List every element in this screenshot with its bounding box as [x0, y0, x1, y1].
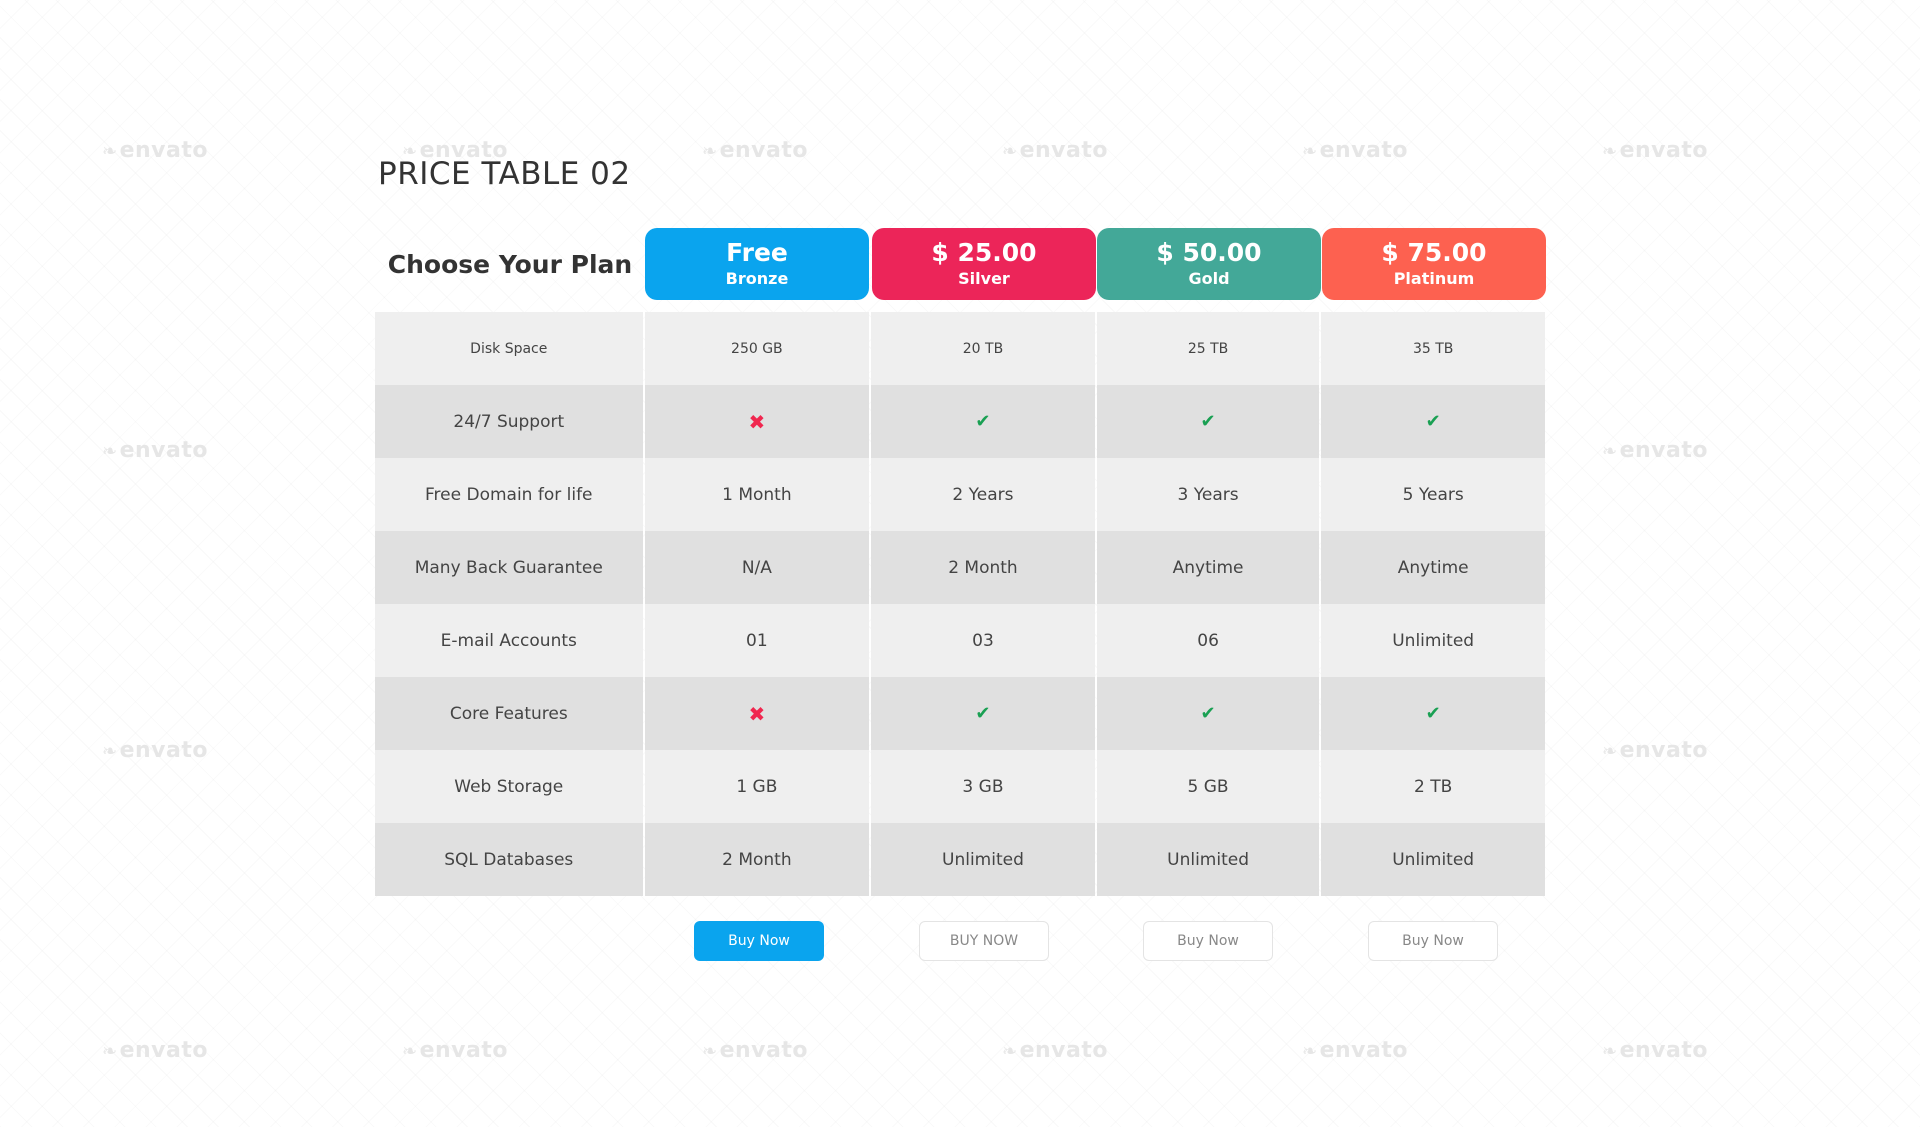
check-icon: ✔: [1321, 677, 1545, 750]
feature-label: SQL Databases: [375, 823, 643, 896]
table-row: SQL Databases 2 Month Unlimited Unlimite…: [375, 823, 1545, 896]
table-row: Many Back Guarantee N/A 2 Month Anytime …: [375, 531, 1545, 604]
watermark: ❧envato: [102, 1038, 208, 1063]
check-icon: ✔: [1200, 411, 1216, 432]
plan-price: $ 50.00: [1156, 238, 1262, 267]
watermark: ❧envato: [1602, 438, 1708, 463]
feature-value: 35 TB: [1321, 312, 1545, 385]
check-icon: ✔: [871, 385, 1095, 458]
pricing-table: Disk Space 250 GB 20 TB 25 TB 35 TB 24/7…: [375, 312, 1545, 896]
watermark: ❧envato: [1602, 138, 1708, 163]
choose-plan-heading: Choose Your Plan: [387, 249, 633, 279]
watermark: ❧envato: [102, 438, 208, 463]
feature-label: Web Storage: [375, 750, 643, 823]
feature-value: Anytime: [1096, 531, 1320, 604]
watermark: ❧envato: [702, 1038, 808, 1063]
plan-header-bronze: Free Bronze: [645, 228, 869, 300]
feature-value: 20 TB: [871, 312, 1095, 385]
check-icon: ✔: [1096, 385, 1320, 458]
buy-now-button-gold[interactable]: Buy Now: [1143, 921, 1273, 961]
watermark: ❧envato: [402, 1038, 508, 1063]
table-row: Disk Space 250 GB 20 TB 25 TB 35 TB: [375, 312, 1545, 385]
feature-value: 3 GB: [871, 750, 1095, 823]
plan-header-platinum: $ 75.00 Platinum: [1322, 228, 1546, 300]
watermark: ❧envato: [102, 138, 208, 163]
table-row: Free Domain for life 1 Month 2 Years 3 Y…: [375, 458, 1545, 531]
feature-value: 25 TB: [1096, 312, 1320, 385]
feature-label: E-mail Accounts: [375, 604, 643, 677]
feature-value: 5 Years: [1321, 458, 1545, 531]
feature-value: Unlimited: [1321, 823, 1545, 896]
check-icon: ✔: [1200, 703, 1216, 724]
check-icon: ✔: [975, 703, 991, 724]
feature-value: Anytime: [1321, 531, 1545, 604]
feature-label: Many Back Guarantee: [375, 531, 643, 604]
watermark: ❧envato: [1302, 1038, 1408, 1063]
feature-value: 03: [871, 604, 1095, 677]
feature-value: 3 Years: [1096, 458, 1320, 531]
watermark: ❧envato: [1602, 1038, 1708, 1063]
check-icon: ✔: [1425, 703, 1441, 724]
feature-value: 5 GB: [1096, 750, 1320, 823]
cross-icon: ✖: [748, 701, 766, 726]
buy-now-button-platinum[interactable]: Buy Now: [1368, 921, 1498, 961]
plan-price: Free: [726, 238, 788, 267]
feature-value: 1 GB: [644, 750, 870, 823]
check-icon: ✔: [1425, 411, 1441, 432]
feature-value: N/A: [644, 531, 870, 604]
table-row: 24/7 Support ✖ ✔ ✔ ✔: [375, 385, 1545, 458]
check-icon: ✔: [1096, 677, 1320, 750]
plan-tier: Bronze: [725, 269, 789, 288]
plan-header-silver: $ 25.00 Silver: [872, 228, 1096, 300]
cross-icon: ✖: [644, 385, 870, 458]
watermark: ❧envato: [1302, 138, 1408, 163]
check-icon: ✔: [871, 677, 1095, 750]
cross-icon: ✖: [748, 409, 766, 434]
watermark: ❧envato: [102, 738, 208, 763]
feature-label: 24/7 Support: [375, 385, 643, 458]
plan-tier: Silver: [958, 269, 1010, 288]
plan-price: $ 25.00: [931, 238, 1037, 267]
feature-value: 2 TB: [1321, 750, 1545, 823]
page-title: PRICE TABLE 02: [378, 156, 631, 192]
check-icon: ✔: [1321, 385, 1545, 458]
feature-value: 250 GB: [644, 312, 870, 385]
feature-label: Core Features: [375, 677, 643, 750]
plan-header-gold: $ 50.00 Gold: [1097, 228, 1321, 300]
plan-tier: Platinum: [1393, 269, 1475, 288]
feature-value: 06: [1096, 604, 1320, 677]
table-row: E-mail Accounts 01 03 06 Unlimited: [375, 604, 1545, 677]
feature-value: 2 Month: [644, 823, 870, 896]
feature-value: Unlimited: [1321, 604, 1545, 677]
feature-value: 2 Years: [871, 458, 1095, 531]
plan-price: $ 75.00: [1381, 238, 1487, 267]
cross-icon: ✖: [644, 677, 870, 750]
buy-now-button-bronze[interactable]: Buy Now: [694, 921, 824, 961]
feature-label: Disk Space: [375, 312, 643, 385]
buy-now-button-silver[interactable]: BUY NOW: [919, 921, 1049, 961]
feature-label: Free Domain for life: [375, 458, 643, 531]
plan-tier: Gold: [1188, 269, 1230, 288]
feature-value: Unlimited: [1096, 823, 1320, 896]
table-row: Web Storage 1 GB 3 GB 5 GB 2 TB: [375, 750, 1545, 823]
feature-value: Unlimited: [871, 823, 1095, 896]
feature-value: 01: [644, 604, 870, 677]
watermark: ❧envato: [702, 138, 808, 163]
feature-value: 1 Month: [644, 458, 870, 531]
watermark: ❧envato: [1602, 738, 1708, 763]
check-icon: ✔: [975, 411, 991, 432]
watermark: ❧envato: [1002, 1038, 1108, 1063]
feature-value: 2 Month: [871, 531, 1095, 604]
watermark: ❧envato: [1002, 138, 1108, 163]
table-row: Core Features ✖ ✔ ✔ ✔: [375, 677, 1545, 750]
